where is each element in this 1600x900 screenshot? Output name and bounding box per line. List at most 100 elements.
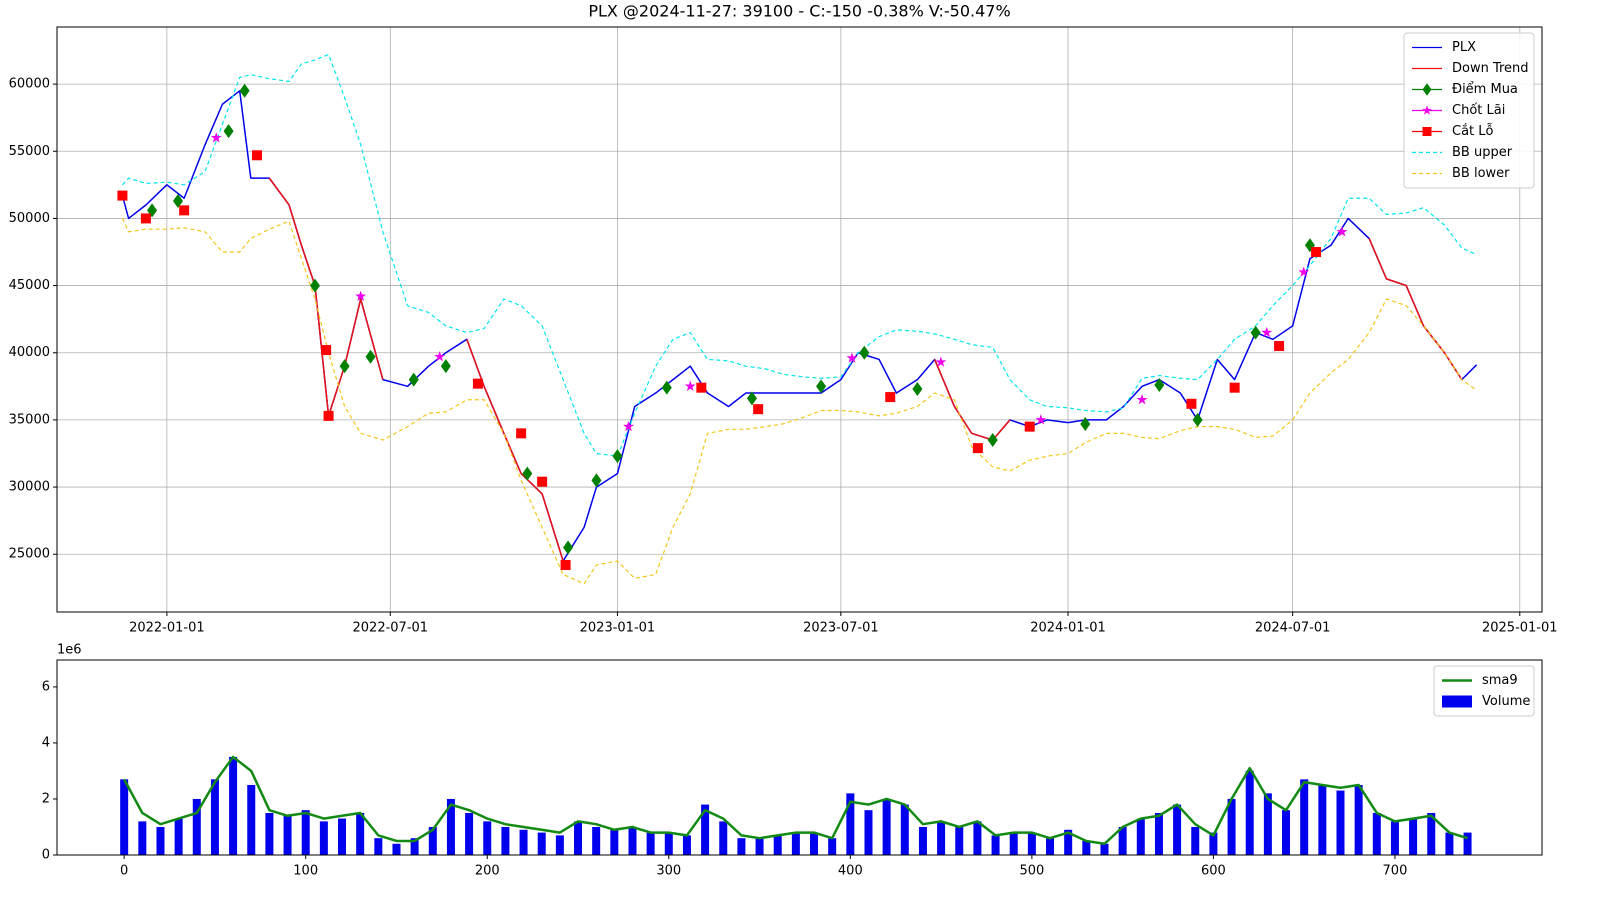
volume-bar: [410, 838, 419, 855]
volume-bar: [555, 835, 564, 855]
signal-marker: [434, 351, 446, 362]
volume-bar: [247, 784, 256, 855]
signal-marker: [623, 420, 635, 432]
x-tick-label: 200: [475, 864, 500, 879]
signal-marker: [1154, 377, 1165, 392]
y-tick-label: 2: [42, 791, 50, 806]
volume-bar: [1354, 784, 1363, 855]
signal-marker: [251, 150, 262, 161]
series-line: [121, 53, 1477, 457]
volume-bar: [1191, 826, 1200, 855]
volume-bar: [501, 826, 510, 855]
signal-marker: [816, 379, 827, 394]
volume-bar: [791, 832, 800, 855]
volume-bar: [1318, 784, 1327, 855]
volume-bar: [864, 810, 873, 855]
volume-bar: [537, 832, 546, 855]
signal-marker: [172, 193, 183, 208]
signal-marker: [210, 132, 222, 143]
signal-marker: [309, 278, 320, 293]
x-tick-label: 2022-01-01: [129, 621, 205, 636]
volume-bar: [1154, 812, 1163, 855]
signal-marker: [117, 190, 128, 201]
volume-bar: [1136, 818, 1145, 855]
volume-bar: [283, 815, 292, 855]
volume-bar: [174, 818, 183, 855]
signal-marker: [472, 378, 483, 389]
signal-marker: [1274, 341, 1285, 352]
x-tick-label: 700: [1383, 864, 1408, 879]
signal-marker: [440, 359, 451, 374]
signal-marker: [1186, 398, 1197, 409]
y-tick-label: 0: [42, 848, 50, 863]
signal-marker: [321, 345, 332, 356]
volume-bar: [1100, 843, 1109, 855]
legend-marker: [1422, 127, 1432, 136]
volume-bar: [755, 838, 764, 855]
chart-title: PLX @2024-11-27: 39100 - C:-150 -0.38% V…: [588, 2, 1010, 21]
signal-marker: [355, 290, 367, 301]
volume-bar: [338, 818, 347, 855]
x-tick-label: 500: [1019, 864, 1044, 879]
volume-bar: [701, 804, 710, 855]
volume-bar: [356, 812, 365, 855]
volume-bar: [1282, 810, 1291, 855]
y-tick-label: 40000: [9, 345, 50, 360]
signal-marker: [912, 382, 923, 397]
volume-bar: [1209, 832, 1218, 855]
signal-marker: [179, 205, 190, 216]
x-tick-label: 2024-01-01: [1030, 621, 1106, 636]
signal-marker: [1336, 226, 1348, 237]
legend-label: BB lower: [1452, 166, 1510, 181]
volume-bar: [664, 832, 673, 855]
volume-bar: [229, 756, 238, 855]
y-tick-label: 35000: [9, 412, 50, 427]
volume-bar: [1390, 821, 1399, 855]
volume-bar: [1463, 832, 1472, 855]
volume-bar: [265, 812, 274, 855]
signal-marker: [987, 433, 998, 448]
legend-swatch: [1442, 695, 1472, 708]
volume-bar: [882, 798, 891, 855]
volume-bar: [646, 832, 655, 855]
legend-label: PLX: [1452, 40, 1476, 55]
volume-bar: [374, 838, 383, 855]
volume-bar: [392, 843, 401, 855]
volume-bar: [828, 838, 837, 855]
x-tick-label: 0: [120, 864, 128, 879]
volume-bar: [991, 835, 1000, 855]
volume-bar: [937, 821, 946, 855]
axes-frame: [56, 26, 1543, 613]
volume-bar: [1245, 770, 1254, 855]
signal-marker: [746, 391, 757, 406]
signal-marker: [1035, 414, 1047, 425]
volume-bar: [900, 804, 909, 855]
signal-marker: [560, 559, 571, 570]
volume-bar: [1064, 829, 1073, 855]
x-tick-label: 2022-07-01: [353, 621, 429, 636]
legend-marker: [1422, 83, 1432, 96]
x-tick-label: 2025-01-01: [1482, 621, 1558, 636]
signal-marker: [1136, 394, 1148, 405]
signal-marker: [859, 345, 870, 360]
signal-marker: [1229, 382, 1240, 393]
volume-bar: [973, 821, 982, 855]
volume-bar: [465, 812, 474, 855]
volume-bar: [156, 826, 165, 855]
y-tick-label: 45000: [9, 278, 50, 293]
signal-marker: [223, 124, 234, 139]
volume-bar: [574, 821, 583, 855]
signal-marker: [972, 443, 983, 454]
volume-bar: [682, 835, 691, 855]
volume-bar: [1009, 832, 1018, 855]
signal-marker: [1261, 326, 1273, 338]
volume-bar: [628, 826, 637, 855]
volume-bar: [1445, 832, 1454, 855]
legend-label: sma9: [1482, 673, 1518, 688]
legend-label: Chốt Lãi: [1452, 103, 1505, 118]
signal-marker: [846, 352, 858, 363]
signal-marker: [365, 349, 376, 364]
y-tick-label: 30000: [9, 480, 50, 495]
volume-bar: [192, 798, 201, 855]
